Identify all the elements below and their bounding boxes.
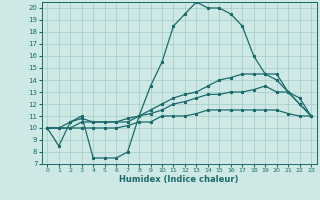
X-axis label: Humidex (Indice chaleur): Humidex (Indice chaleur) bbox=[119, 175, 239, 184]
